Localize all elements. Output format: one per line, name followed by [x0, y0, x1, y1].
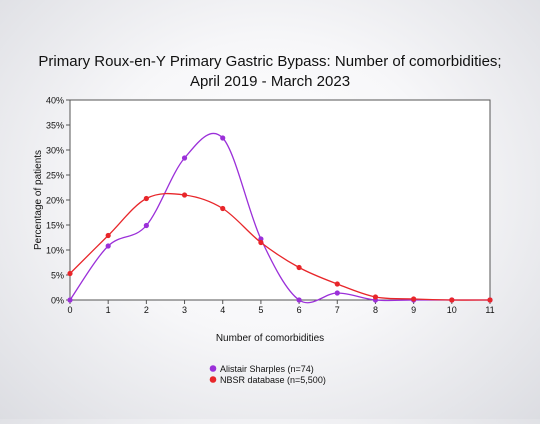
data-point [220, 205, 226, 212]
data-point [296, 264, 302, 271]
y-tick-label: 10% [46, 246, 64, 256]
legend-marker [209, 376, 217, 383]
y-tick-label: 40% [46, 96, 64, 106]
data-point [296, 297, 302, 303]
y-tick-label: 0% [51, 296, 64, 306]
x-axis-label: Number of comorbidities [216, 333, 324, 344]
series-2 [67, 192, 493, 303]
chart-title-line1: Primary Roux-en-Y Primary Gastric Bypass… [38, 53, 501, 70]
data-point [181, 192, 188, 198]
y-tick-label: 25% [46, 171, 64, 181]
data-point [143, 222, 149, 229]
legend: Alistair Sharples (n=74)NBSR database (n… [209, 364, 326, 385]
x-tick-label: 9 [411, 305, 416, 315]
legend-label: Alistair Sharples (n=74) [220, 364, 314, 374]
x-tick-label: 10 [447, 305, 457, 315]
x-tick-label: 6 [297, 305, 302, 315]
x-tick-label: 4 [220, 305, 225, 315]
data-point [411, 296, 417, 302]
data-point [105, 232, 111, 239]
x-tick-label: 1 [106, 305, 111, 315]
chart-title-line2: April 2019 - March 2023 [190, 73, 350, 90]
x-tick-label: 8 [373, 305, 378, 315]
x-tick-label: 7 [335, 305, 340, 315]
data-point [334, 281, 340, 287]
data-point [67, 297, 73, 303]
y-axis: 0% 5% 10% 15% 20% 25% 30% 35% 40% [46, 96, 70, 306]
y-tick-label: 15% [46, 221, 64, 231]
data-point [372, 294, 379, 300]
y-tick-label: 35% [46, 121, 64, 131]
data-point [105, 243, 111, 249]
x-tick-label: 11 [485, 305, 494, 315]
data-point [334, 290, 340, 296]
x-tick-label: 0 [67, 305, 72, 315]
x-axis: 0 1 2 3 4 5 6 7 8 9 10 11 [67, 300, 495, 315]
data-point [143, 195, 149, 202]
series-layer [67, 132, 493, 304]
legend-label: NBSR database (n=5,500) [220, 375, 326, 385]
series-line [69, 192, 491, 301]
data-point [449, 297, 455, 303]
x-tick-label: 3 [182, 305, 187, 315]
data-point [220, 135, 226, 141]
y-tick-label: 30% [46, 146, 64, 156]
data-point [487, 297, 493, 303]
data-point [67, 270, 73, 277]
plot-area [69, 99, 491, 301]
x-tick-label: 5 [258, 305, 263, 315]
x-tick-label: 2 [144, 305, 149, 315]
data-point [258, 239, 264, 246]
data-point [181, 155, 188, 161]
legend-marker [209, 365, 217, 372]
y-tick-label: 5% [51, 271, 64, 281]
y-axis-label: Percentage of patients [33, 150, 44, 250]
y-tick-label: 20% [46, 196, 64, 206]
